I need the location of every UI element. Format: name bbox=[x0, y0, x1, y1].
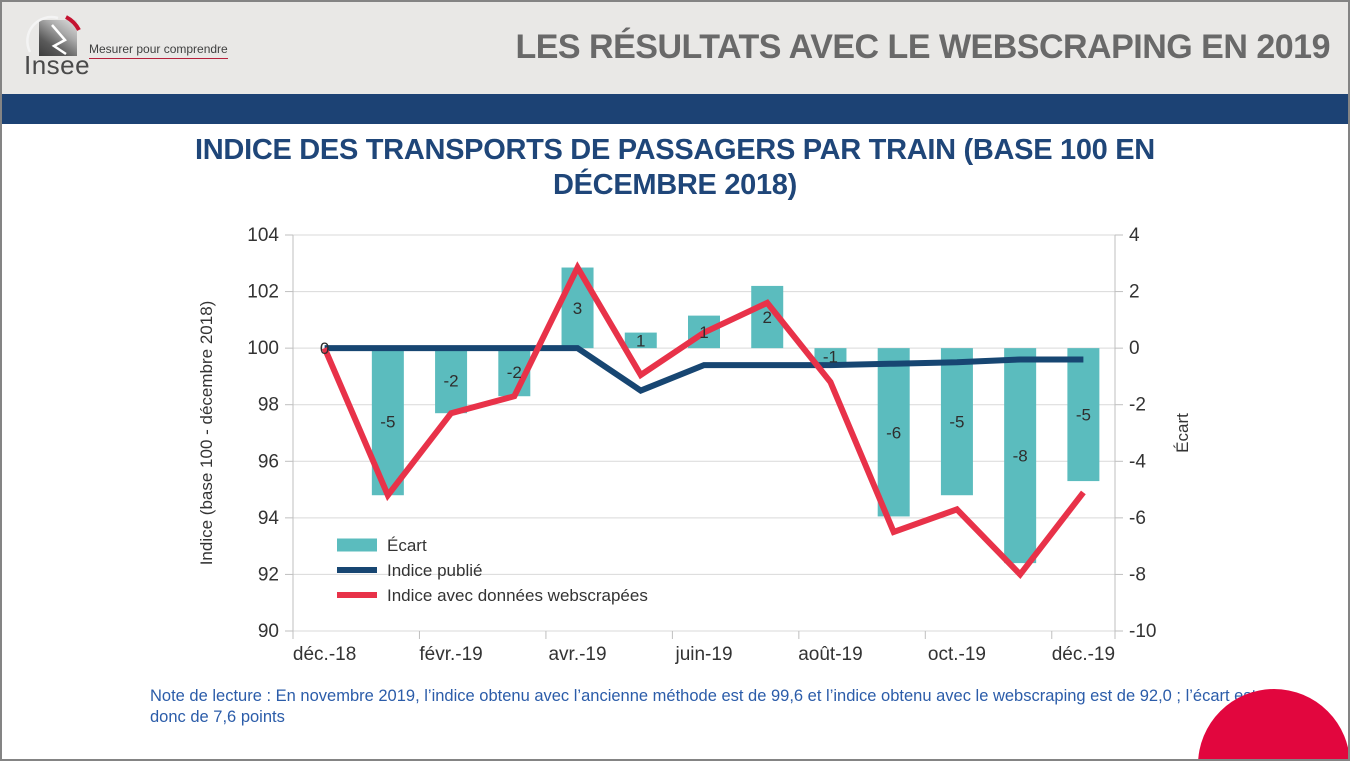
ecart-bar-label: -8 bbox=[1013, 447, 1028, 466]
legend-label: Indice publié bbox=[387, 561, 482, 580]
right-axis-tick-label: -10 bbox=[1129, 621, 1156, 642]
x-axis-tick-label: févr.-19 bbox=[419, 644, 482, 665]
ecart-bar bbox=[1004, 348, 1037, 564]
right-axis-tick-label: -6 bbox=[1129, 508, 1146, 529]
x-axis-tick-label: août-19 bbox=[798, 644, 862, 665]
insee-logo-wordmark: Insee bbox=[24, 50, 91, 80]
slide-title: LES RÉSULTATS AVEC LE WEBSCRAPING EN 201… bbox=[515, 28, 1330, 66]
legend-swatch bbox=[337, 592, 377, 598]
legend-swatch bbox=[337, 567, 377, 573]
right-axis-title: Écart bbox=[1173, 413, 1192, 453]
right-axis-tick-label: 0 bbox=[1129, 338, 1140, 359]
train-index-chart: 1041021009896949290420-2-4-6-8-10déc.-18… bbox=[197, 225, 1192, 665]
x-axis-tick-label: avr.-19 bbox=[548, 644, 606, 665]
left-axis-tick-label: 96 bbox=[258, 451, 279, 472]
left-axis-tick-label: 92 bbox=[258, 564, 279, 585]
left-axis-tick-label: 98 bbox=[258, 395, 279, 416]
chart-title: INDICE DES TRANSPORTS DE PASSAGERS PAR T… bbox=[2, 133, 1348, 203]
legend-label: Écart bbox=[387, 536, 427, 555]
ecart-bar bbox=[435, 348, 468, 414]
ecart-bar-label: -2 bbox=[507, 363, 522, 382]
ecart-bar-label: -6 bbox=[886, 423, 901, 442]
ecart-bar-label: 2 bbox=[762, 308, 771, 327]
legend-swatch bbox=[337, 538, 377, 552]
chart-title-line2: DÉCEMBRE 2018) bbox=[553, 169, 797, 201]
x-axis-tick-label: oct.-19 bbox=[928, 644, 986, 665]
x-axis-tick-label: déc.-18 bbox=[293, 644, 356, 665]
chart-title-line1: INDICE DES TRANSPORTS DE PASSAGERS PAR T… bbox=[195, 134, 1155, 166]
ecart-bar-label: 0 bbox=[320, 339, 329, 358]
insee-logo-art-icon bbox=[26, 15, 81, 56]
insee-logo-tagline: Mesurer pour comprendre bbox=[89, 42, 228, 59]
slide-header: Insee Mesurer pour comprendre LES RÉSULT… bbox=[2, 2, 1348, 94]
ecart-bar-label: 3 bbox=[573, 299, 582, 318]
ecart-bar-label: -5 bbox=[949, 413, 964, 432]
left-axis-tick-label: 102 bbox=[247, 282, 279, 303]
ecart-bar bbox=[814, 348, 847, 366]
line-indice-webscrape bbox=[321, 261, 1086, 580]
insee-logo: Insee Mesurer pour comprendre bbox=[22, 12, 232, 84]
ecart-bar-label: -5 bbox=[1076, 406, 1091, 425]
x-axis-tick-label: juin-19 bbox=[674, 644, 732, 665]
right-axis-tick-label: 2 bbox=[1129, 282, 1140, 303]
ecart-bar-label: 1 bbox=[699, 323, 708, 342]
left-axis-title: Indice (base 100 - décembre 2018) bbox=[197, 301, 216, 566]
ecart-bar-label: -1 bbox=[823, 348, 838, 367]
left-axis-tick-label: 100 bbox=[247, 338, 279, 359]
legend-label: Indice avec données webscrapées bbox=[387, 586, 648, 605]
x-axis-tick-label: déc.-19 bbox=[1052, 644, 1115, 665]
right-axis-tick-label: -4 bbox=[1129, 451, 1146, 472]
line-indice-publie bbox=[324, 345, 1084, 394]
left-axis-tick-label: 90 bbox=[258, 621, 279, 642]
right-axis-tick-label: 4 bbox=[1129, 225, 1140, 246]
ecart-bar bbox=[624, 332, 657, 349]
right-axis-tick-label: -2 bbox=[1129, 395, 1146, 416]
ecart-bar bbox=[1067, 348, 1100, 482]
ecart-bar-label: -2 bbox=[444, 372, 459, 391]
ecart-bar-label: -5 bbox=[380, 413, 395, 432]
left-axis-tick-label: 94 bbox=[258, 508, 280, 529]
ecart-bar bbox=[940, 348, 973, 496]
ecart-bar-label: 1 bbox=[636, 331, 645, 350]
left-axis-tick-label: 104 bbox=[247, 225, 279, 246]
reading-note: Note de lecture : En novembre 2019, l’in… bbox=[150, 687, 1257, 726]
right-axis-tick-label: -8 bbox=[1129, 564, 1146, 585]
ecart-bar bbox=[877, 348, 910, 517]
header-divider-band bbox=[2, 94, 1348, 124]
